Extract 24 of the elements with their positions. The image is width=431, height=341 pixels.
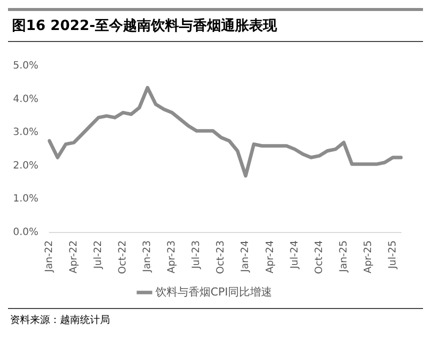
- x-tick-label: Jan-22: [44, 240, 55, 274]
- legend-label: 饮料与香烟CPI同比增速: [154, 285, 272, 298]
- chart-title: 图16 2022-至今越南饮料与香烟通胀表现: [8, 8, 423, 42]
- x-tick-label: Oct-24: [314, 240, 325, 274]
- x-tick-label: Jul-25: [387, 240, 398, 270]
- x-tick-label: Jul-23: [191, 240, 202, 270]
- x-tick-label: Apr-22: [68, 240, 80, 274]
- x-tick-label: Jan-24: [240, 240, 252, 274]
- y-tick-label: 1.0%: [13, 194, 38, 205]
- x-tick-label: Apr-24: [264, 240, 276, 274]
- y-tick-label: 4.0%: [13, 94, 38, 105]
- text: 资料来源：越南统计局: [8, 308, 423, 331]
- y-tick-label: 5.0%: [13, 60, 38, 72]
- x-tick-label: Apr-23: [166, 240, 178, 274]
- x-tick-label: Jan-25: [338, 240, 350, 274]
- x-tick-label: Apr-25: [362, 240, 374, 274]
- y-tick-label: 0.0%: [13, 226, 38, 238]
- x-tick-label: Jan-23: [142, 240, 154, 274]
- x-tick-label: Oct-23: [216, 240, 227, 274]
- x-tick-label: Jul-24: [289, 240, 300, 270]
- x-tick-label: Jul-22: [93, 240, 104, 270]
- x-tick-label: Oct-22: [118, 240, 129, 274]
- y-tick-label: 3.0%: [13, 127, 38, 138]
- y-tick-label: 2.0%: [13, 160, 38, 172]
